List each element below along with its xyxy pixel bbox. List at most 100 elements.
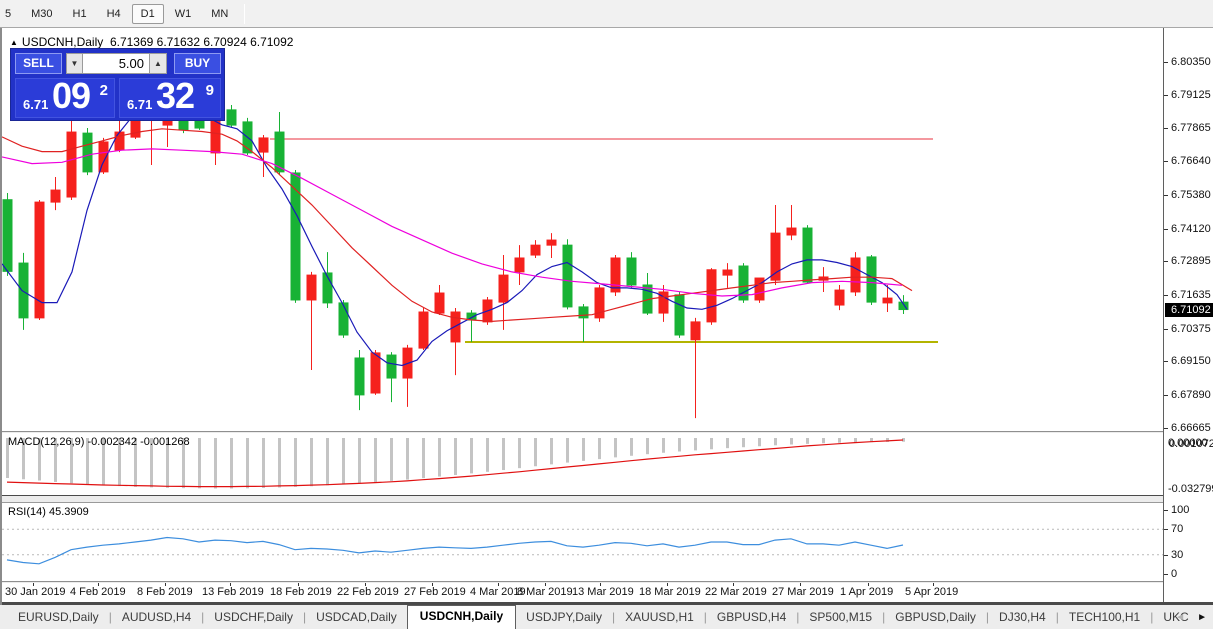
date-label[interactable]: 30 Jan 2019: [5, 586, 66, 598]
ma-line-medium-red: [2, 128, 913, 323]
timeframe-button-5[interactable]: 5: [5, 7, 12, 20]
price-axis-label: 6.75380: [1171, 188, 1211, 201]
price-axis-tick: [1164, 161, 1168, 163]
candle-body: [514, 257, 525, 273]
chart-tab-ukc[interactable]: UKC: [1163, 610, 1189, 624]
date-label[interactable]: 8 Feb 2019: [137, 586, 193, 598]
date-label[interactable]: 27 Mar 2019: [772, 586, 834, 598]
tab-scroll-right-button[interactable]: ►: [1197, 612, 1207, 623]
chart-tab-dj30-h4[interactable]: DJ30,H4: [999, 610, 1046, 624]
sell-button[interactable]: SELL: [15, 53, 62, 74]
macd-histogram-bar: [726, 438, 729, 449]
candle-body: [290, 172, 301, 301]
timeframe-button-d1[interactable]: D1: [131, 3, 164, 24]
date-label[interactable]: 22 Feb 2019: [337, 586, 399, 598]
macd-histogram-bar: [518, 438, 521, 469]
date-label[interactable]: 27 Feb 2019: [404, 586, 466, 598]
macd-panel-canvas[interactable]: [2, 433, 1163, 495]
rsi-panel-canvas[interactable]: [2, 503, 1163, 581]
macd-histogram-bar: [902, 438, 905, 442]
candle-body: [562, 244, 573, 308]
timeframe-button-mn[interactable]: MN: [211, 7, 229, 20]
macd-histogram-bar: [534, 438, 537, 467]
toolbar-separator: [244, 3, 246, 24]
candle-body: [66, 131, 77, 198]
price-axis-label: 6.69150: [1171, 355, 1211, 368]
chart-tab-usdchf-daily[interactable]: USDCHF,Daily: [214, 610, 293, 624]
macd-axis-min-label: -0.032799: [1168, 483, 1213, 495]
price-axis-tick: [1164, 395, 1168, 397]
macd-histogram-bar: [662, 438, 665, 453]
date-label[interactable]: 4 Mar 2019: [470, 586, 526, 598]
price-axis-tick: [1164, 295, 1168, 297]
time-axis-tick: [33, 583, 34, 586]
macd-histogram-bar: [54, 438, 57, 482]
bid-quote-button[interactable]: 6.71 09 2: [15, 75, 115, 118]
volume-decrease-button[interactable]: ▼: [66, 53, 83, 74]
date-label[interactable]: 5 Apr 2019: [905, 586, 959, 598]
ask-quote-button[interactable]: 6.71 32 9: [119, 75, 221, 118]
chart-tab-usdcnh-daily[interactable]: USDCNH,Daily: [406, 605, 517, 629]
macd-histogram-bar: [134, 438, 137, 487]
price-axis[interactable]: 6.80350 6.79125 6.77865 6.76640 6.75380 6.741…: [1163, 28, 1213, 602]
chart-tab-sp500-m15[interactable]: SP500,M15: [809, 610, 873, 624]
date-label[interactable]: 8 Mar 2019: [517, 586, 573, 598]
candle-body: [834, 289, 845, 306]
macd-histogram-bar: [550, 438, 553, 465]
date-label[interactable]: 13 Mar 2019: [572, 586, 634, 598]
tab-separator: |: [796, 610, 800, 624]
time-axis-tick: [98, 583, 99, 586]
candle-body: [530, 244, 541, 256]
rsi-axis-tick: [1164, 529, 1168, 531]
chart-tab-usdcad-daily[interactable]: USDCAD,Daily: [316, 610, 397, 624]
price-axis-tick: [1164, 94, 1168, 96]
timeframe-button-h4[interactable]: H4: [106, 7, 121, 20]
tab-separator: |: [985, 610, 990, 624]
date-label[interactable]: 18 Feb 2019: [270, 586, 332, 598]
date-label[interactable]: 1 Apr 2019: [840, 586, 894, 598]
macd-histogram-bar: [166, 438, 169, 488]
price-axis-tick: [1164, 427, 1168, 429]
tab-separator: |: [1055, 610, 1059, 624]
volume-input[interactable]: [83, 53, 150, 74]
time-axis[interactable]: 30 Jan 2019 4 Feb 2019 8 Feb 2019 13 Feb 20…: [2, 583, 1213, 602]
ask-price-pip-digit: 9: [205, 82, 214, 99]
chart-tab-gbpusd-h4[interactable]: GBPUSD,H4: [716, 610, 787, 624]
macd-histogram-bar: [358, 438, 361, 484]
macd-histogram-bar: [182, 438, 185, 489]
date-label[interactable]: 22 Mar 2019: [705, 586, 767, 598]
chart-tab-gbpusd-daily[interactable]: GBPUSD,Daily: [895, 610, 976, 624]
timeframe-button-w1[interactable]: W1: [174, 7, 192, 20]
panel-splitter[interactable]: [2, 431, 1213, 433]
candle-body: [690, 321, 701, 341]
volume-increase-button[interactable]: ▲: [150, 53, 167, 74]
candle-body: [866, 256, 877, 303]
bid-price-pip-digit: 2: [99, 82, 108, 99]
ask-price-prefix: 6.71: [127, 97, 153, 112]
chart-tab-eurusd-daily[interactable]: EURUSD,Daily: [18, 610, 99, 624]
price-axis-label: 6.76640: [1171, 155, 1211, 168]
chart-window: 30 Jan 2019 4 Feb 2019 8 Feb 2019 13 Feb 20…: [0, 28, 1213, 605]
tab-separator: |: [611, 610, 616, 624]
macd-histogram-bar: [822, 438, 825, 444]
chart-tab-usdjpy-daily[interactable]: USDJPY,Daily: [526, 610, 602, 624]
chart-tab-tech100-h1[interactable]: TECH100,H1: [1068, 610, 1141, 624]
chart-collapse-icon[interactable]: ▲: [10, 38, 18, 47]
timeframe-button-h1[interactable]: H1: [72, 7, 87, 20]
candle-body: [450, 311, 461, 343]
timeframe-button-m30[interactable]: M30: [31, 7, 53, 20]
candle-body: [738, 265, 749, 301]
chart-tab-audusd-h4[interactable]: AUDUSD,H4: [121, 610, 192, 624]
date-label[interactable]: 18 Mar 2019: [639, 586, 701, 598]
buy-button[interactable]: BUY: [174, 53, 221, 74]
rsi-axis-tick: [1164, 510, 1168, 511]
candle-body: [226, 109, 237, 126]
date-label[interactable]: 4 Feb 2019: [70, 586, 126, 598]
panel-splitter[interactable]: [2, 581, 1213, 583]
panel-splitter[interactable]: [2, 495, 1213, 503]
candle-body: [50, 189, 61, 203]
date-label[interactable]: 13 Feb 2019: [202, 586, 264, 598]
macd-histogram-bar: [326, 438, 329, 486]
macd-histogram-bar: [422, 438, 425, 479]
chart-tab-xauusd-h1[interactable]: XAUUSD,H1: [625, 610, 694, 624]
